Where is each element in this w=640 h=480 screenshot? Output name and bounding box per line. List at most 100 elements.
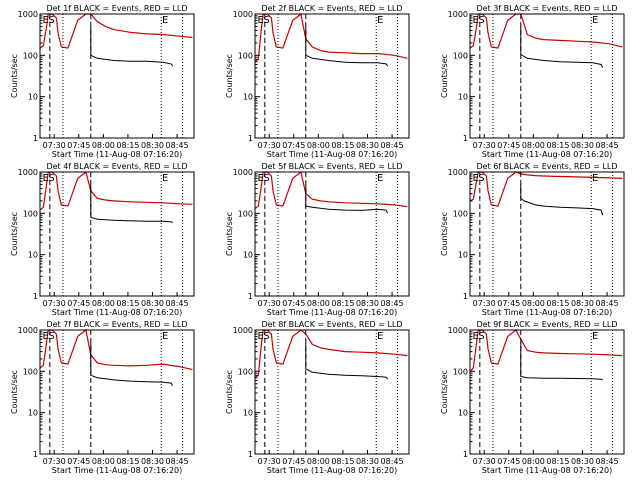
marker-label: E: [162, 331, 168, 342]
panel-title: Det 1f BLACK = Events, RED = LLD: [46, 4, 187, 13]
y-tick-label: 1: [248, 134, 253, 143]
x-tick-label: 07:45: [282, 299, 305, 308]
x-tick-label: 08:15: [116, 141, 139, 150]
x-tick-label: 07:45: [282, 457, 305, 466]
x-tick-label: 07:30: [258, 457, 281, 466]
y-tick-label: 1: [33, 450, 38, 459]
y-axis-label: Counts/sec: [440, 54, 449, 98]
x-axis-label: Start Time (11-Aug-08 07:16:20): [267, 466, 398, 475]
x-tick-label: 07:30: [473, 457, 496, 466]
plot-frame: [254, 329, 410, 455]
marker-label: E: [472, 173, 478, 184]
x-tick-label: 08:30: [141, 141, 164, 150]
marker-label: E: [162, 173, 168, 184]
x-axis-label: Start Time (11-Aug-08 07:16:20): [267, 308, 398, 317]
x-tick-label: 08:30: [141, 457, 164, 466]
x-tick-label: 08:15: [546, 457, 569, 466]
y-tick-label: 10: [458, 93, 468, 102]
x-tick-label: 07:45: [497, 299, 520, 308]
marker-label: E: [42, 15, 48, 26]
plot-frame: [469, 171, 625, 297]
lld-series-line: [39, 13, 193, 49]
marker-label: E: [257, 15, 263, 26]
marker-label: E: [162, 15, 168, 26]
y-tick-label: 100: [23, 209, 38, 218]
x-tick-label: 08:30: [571, 457, 594, 466]
x-tick-label: 08:15: [331, 299, 354, 308]
events-series-line: [520, 342, 603, 381]
y-axis-label: Counts/sec: [440, 370, 449, 414]
x-axis-label: Start Time (11-Aug-08 07:16:20): [482, 308, 613, 317]
marker-label: S: [48, 173, 54, 184]
x-tick-label: 08:30: [141, 299, 164, 308]
x-tick-label: 07:45: [67, 141, 90, 150]
marker-label: E: [592, 173, 598, 184]
x-axis-label: Start Time (11-Aug-08 07:16:20): [267, 150, 398, 159]
events-series-line: [90, 26, 174, 67]
plot-frame: [469, 329, 625, 455]
x-axis-label: Start Time (11-Aug-08 07:16:20): [52, 466, 183, 475]
y-tick-label: 1: [33, 134, 38, 143]
y-tick-label: 1000: [448, 326, 468, 335]
x-tick-label: 08:00: [307, 457, 330, 466]
x-tick-label: 08:45: [166, 141, 189, 150]
y-tick-label: 10: [243, 409, 253, 418]
y-tick-label: 100: [453, 367, 468, 376]
x-tick-label: 07:30: [258, 141, 281, 150]
marker-label: S: [263, 15, 269, 26]
panel-title: Det 4f BLACK = Events, RED = LLD: [46, 162, 187, 171]
marker-label: E: [257, 331, 263, 342]
y-tick-label: 10: [243, 251, 253, 260]
panel-title: Det 6f BLACK = Events, RED = LLD: [476, 162, 617, 171]
marker-label: E: [42, 331, 48, 342]
y-tick-label: 1000: [18, 326, 38, 335]
x-tick-label: 08:30: [571, 299, 594, 308]
plot-frame: [39, 329, 195, 455]
panel-title: Det 8f BLACK = Events, RED = LLD: [261, 320, 402, 329]
y-tick-label: 100: [238, 209, 253, 218]
plot-frame: [254, 171, 410, 297]
x-tick-label: 07:30: [43, 141, 66, 150]
x-tick-label: 07:45: [67, 457, 90, 466]
lld-series-line: [254, 329, 408, 379]
x-tick-label: 08:00: [522, 299, 545, 308]
x-tick-label: 08:45: [166, 457, 189, 466]
x-tick-label: 07:30: [43, 299, 66, 308]
x-tick-label: 08:30: [356, 457, 379, 466]
y-tick-label: 1000: [448, 168, 468, 177]
x-tick-label: 08:15: [546, 141, 569, 150]
marker-label: S: [478, 173, 484, 184]
y-tick-label: 10: [28, 251, 38, 260]
y-axis-label: Counts/sec: [10, 54, 19, 98]
x-tick-label: 08:15: [116, 457, 139, 466]
x-tick-label: 08:30: [571, 141, 594, 150]
marker-label: E: [377, 173, 383, 184]
y-tick-label: 1000: [233, 168, 253, 177]
y-tick-label: 1: [33, 292, 38, 301]
x-tick-label: 08:45: [381, 457, 404, 466]
panel-title: Det 7f BLACK = Events, RED = LLD: [46, 320, 187, 329]
y-tick-label: 10: [243, 93, 253, 102]
y-tick-label: 1000: [18, 168, 38, 177]
y-axis-label: Counts/sec: [225, 212, 234, 256]
y-tick-label: 1000: [233, 326, 253, 335]
y-tick-label: 1000: [448, 10, 468, 19]
events-series-line: [90, 342, 174, 386]
events-series-line: [305, 26, 389, 67]
y-tick-label: 100: [23, 51, 38, 60]
x-tick-label: 07:45: [67, 299, 90, 308]
marker-label: E: [472, 15, 478, 26]
x-tick-label: 07:30: [43, 457, 66, 466]
y-axis-label: Counts/sec: [10, 212, 19, 256]
marker-label: E: [592, 331, 598, 342]
marker-label: E: [257, 173, 263, 184]
lld-series-line: [39, 170, 193, 211]
y-axis-label: Counts/sec: [10, 370, 19, 414]
plot-frame: [39, 171, 195, 297]
x-tick-label: 08:45: [381, 299, 404, 308]
marker-label: S: [48, 331, 54, 342]
y-tick-label: 10: [28, 93, 38, 102]
